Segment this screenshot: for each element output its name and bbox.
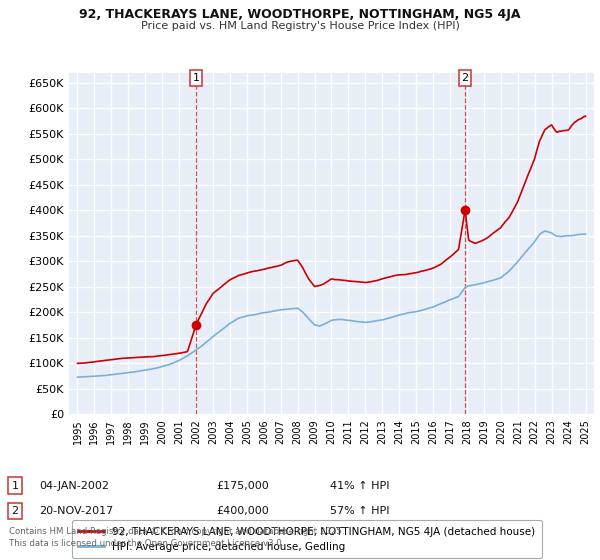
Text: 20-NOV-2017: 20-NOV-2017 [39,506,113,516]
Text: 1: 1 [11,480,19,491]
Text: 41% ↑ HPI: 41% ↑ HPI [330,480,389,491]
Text: 92, THACKERAYS LANE, WOODTHORPE, NOTTINGHAM, NG5 4JA: 92, THACKERAYS LANE, WOODTHORPE, NOTTING… [79,8,521,21]
Text: 04-JAN-2002: 04-JAN-2002 [39,480,109,491]
Text: £175,000: £175,000 [216,480,269,491]
Text: 1: 1 [193,73,200,83]
Text: Price paid vs. HM Land Registry's House Price Index (HPI): Price paid vs. HM Land Registry's House … [140,21,460,31]
Text: 2: 2 [11,506,19,516]
Text: £400,000: £400,000 [216,506,269,516]
Text: Contains HM Land Registry data © Crown copyright and database right 2025.: Contains HM Land Registry data © Crown c… [9,528,344,536]
Text: This data is licensed under the Open Government Licence v3.0.: This data is licensed under the Open Gov… [9,539,284,548]
Text: 57% ↑ HPI: 57% ↑ HPI [330,506,389,516]
Text: 2: 2 [461,73,469,83]
Legend: 92, THACKERAYS LANE, WOODTHORPE, NOTTINGHAM, NG5 4JA (detached house), HPI: Aver: 92, THACKERAYS LANE, WOODTHORPE, NOTTING… [71,520,542,558]
